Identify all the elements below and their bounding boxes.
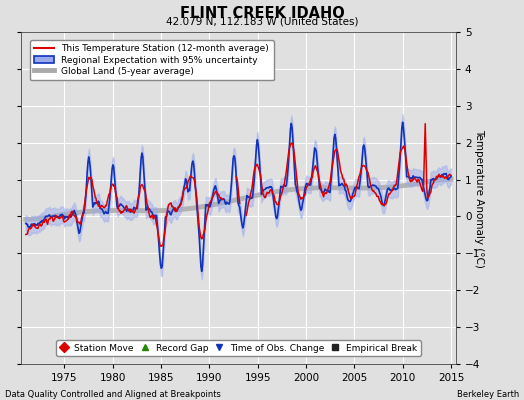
Text: FLINT CREEK IDAHO: FLINT CREEK IDAHO	[180, 6, 344, 21]
Y-axis label: Temperature Anomaly (°C): Temperature Anomaly (°C)	[474, 128, 485, 268]
Text: 42.079 N, 112.183 W (United States): 42.079 N, 112.183 W (United States)	[166, 17, 358, 27]
Legend: Station Move, Record Gap, Time of Obs. Change, Empirical Break: Station Move, Record Gap, Time of Obs. C…	[57, 340, 420, 356]
Text: Data Quality Controlled and Aligned at Breakpoints: Data Quality Controlled and Aligned at B…	[5, 390, 221, 399]
Text: Berkeley Earth: Berkeley Earth	[456, 390, 519, 399]
